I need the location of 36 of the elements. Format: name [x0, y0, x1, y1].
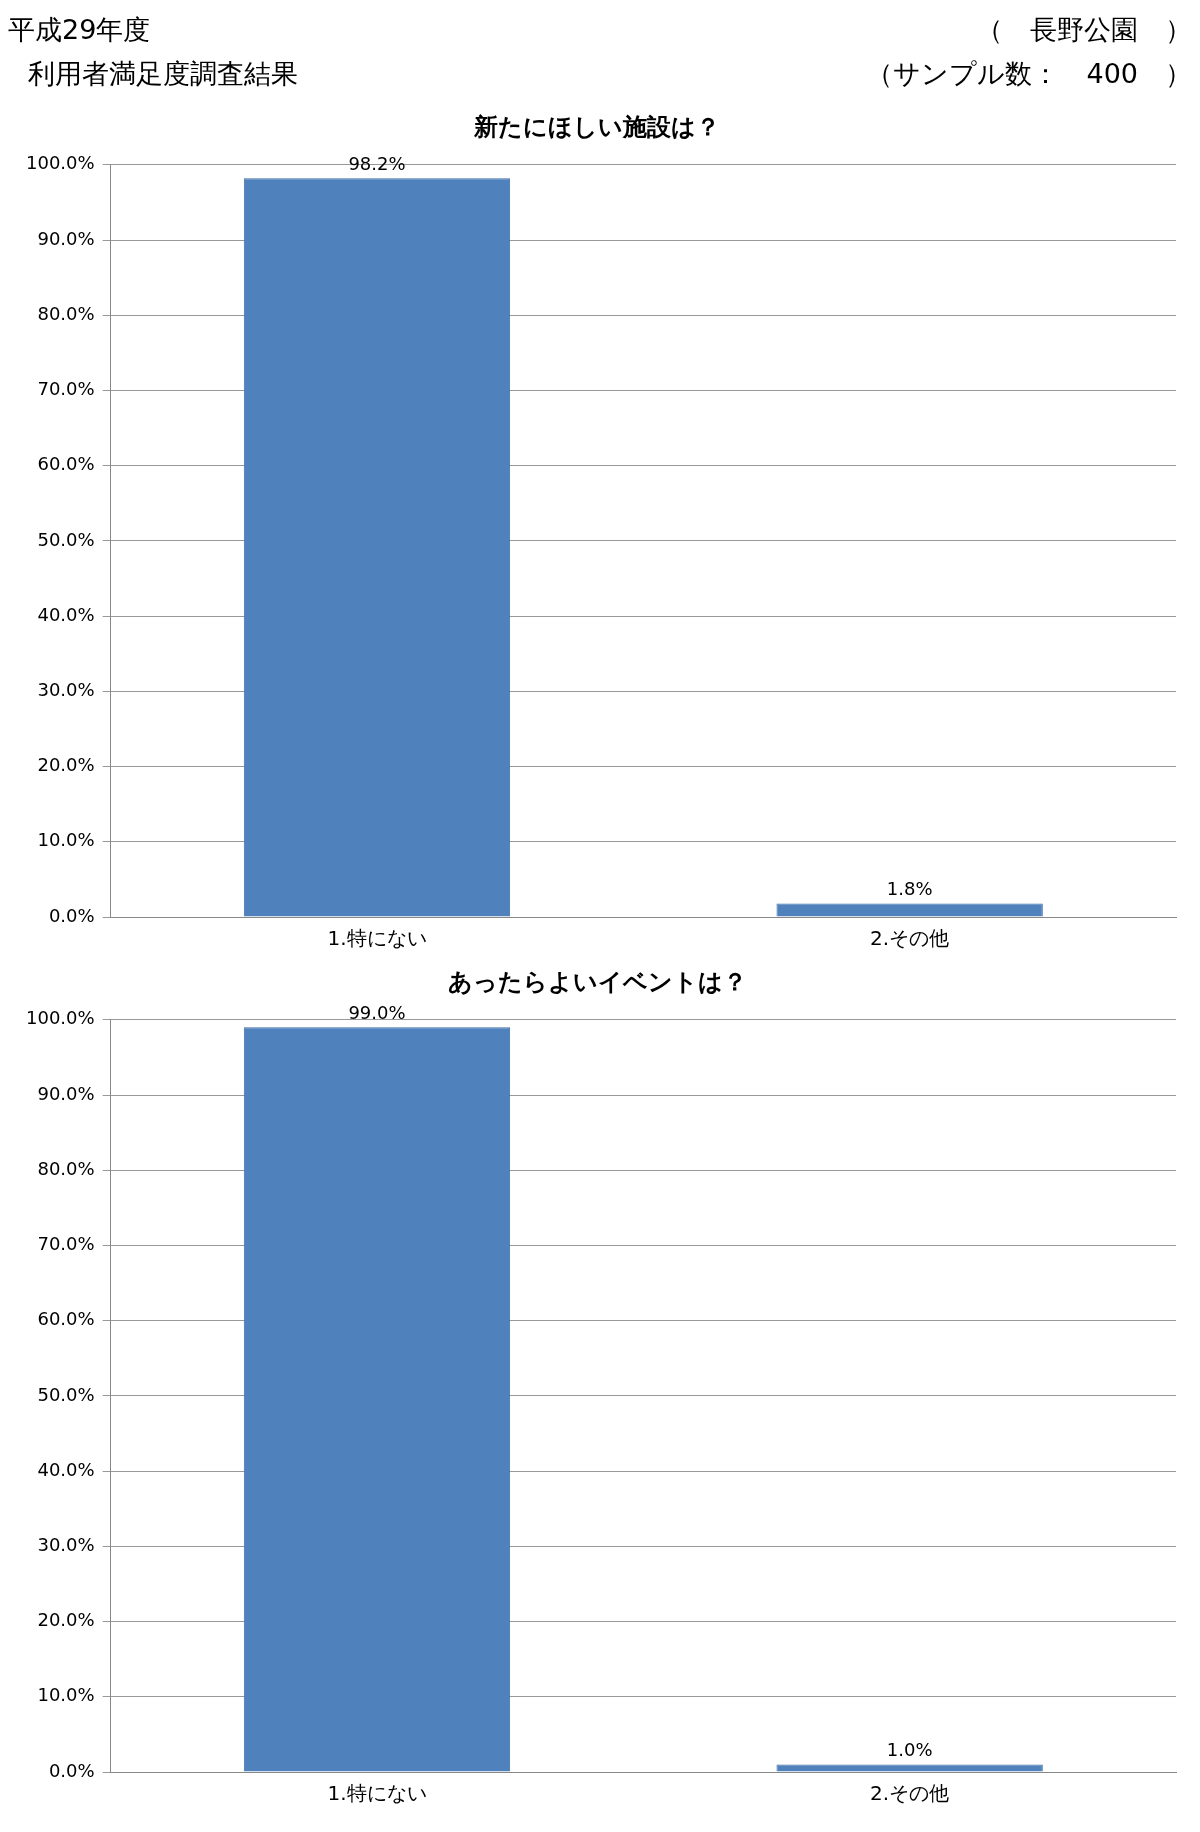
y-tick-label: 90.0%: [37, 1082, 95, 1104]
y-tick-label: 0.0%: [48, 904, 95, 926]
y-tick-label: 100.0%: [25, 1007, 95, 1029]
y-tick-label: 20.0%: [37, 754, 95, 776]
x-tick-label: 2.その他: [870, 926, 950, 951]
y-tick-label: 50.0%: [37, 1383, 95, 1405]
y-tick-label: 10.0%: [37, 829, 95, 851]
y-tick-label: 40.0%: [37, 1458, 95, 1480]
text: （サンプル数： 400 ）: [866, 57, 1192, 91]
data-label: 1.0%: [886, 1739, 933, 1761]
data-label: 98.2%: [348, 153, 406, 175]
y-tick-label: 60.0%: [37, 1308, 95, 1330]
data-label: 1.8%: [886, 878, 933, 900]
y-tick-label: 60.0%: [37, 453, 95, 475]
x-tick-label: 2.その他: [870, 1781, 950, 1806]
y-tick-label: 10.0%: [37, 1684, 95, 1706]
text: （ 長野公園 ）: [975, 13, 1192, 47]
y-tick-label: 50.0%: [37, 528, 95, 550]
y-tick-label: 80.0%: [37, 302, 95, 324]
y-tick-label: 0.0%: [48, 1759, 95, 1781]
y-tick-label: 40.0%: [37, 603, 95, 625]
y-tick-label: 80.0%: [37, 1157, 95, 1179]
y-tick-label: 30.0%: [37, 1534, 95, 1556]
chart-title: あったらよいイベントは？: [447, 967, 747, 996]
y-tick-label: 90.0%: [37, 227, 95, 249]
x-tick-label: 1.特にない: [327, 1781, 427, 1806]
text: 利用者満足度調査結果: [27, 57, 298, 91]
y-tick-label: 70.0%: [37, 1233, 95, 1255]
chart-title: 新たにほしい施設は？: [473, 112, 720, 141]
data-label: 99.0%: [348, 1001, 406, 1023]
y-tick-label: 20.0%: [37, 1609, 95, 1631]
text: 平成29年度: [8, 13, 152, 47]
y-tick-label: 30.0%: [37, 679, 95, 701]
y-tick-label: 70.0%: [37, 378, 95, 400]
x-tick-label: 1.特にない: [327, 926, 427, 951]
y-tick-label: 100.0%: [25, 152, 95, 174]
